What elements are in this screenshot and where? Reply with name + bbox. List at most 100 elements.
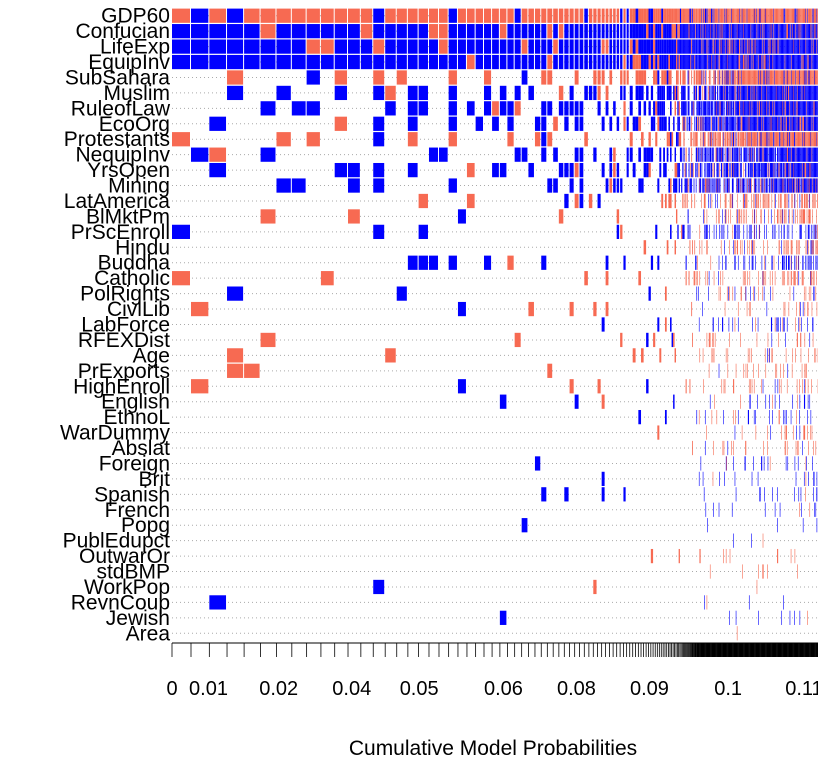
model-cell [772,70,773,85]
model-cell [801,162,803,178]
model-cell [781,116,783,131]
model-cell [569,162,574,178]
model-cell [769,456,771,471]
model-cell [541,24,547,39]
model-cell [648,132,651,147]
model-cell [788,54,789,70]
model-cell [810,178,812,193]
model-cell [775,132,776,147]
model-cell [708,8,709,23]
model-cell [816,147,818,162]
model-cell [778,85,779,101]
model-cell [664,8,667,23]
model-cell [701,240,703,255]
model-cell [817,224,818,239]
model-cell [689,379,691,394]
model-cell [751,471,753,487]
model-cell [792,70,794,85]
model-cell [334,116,348,131]
model-cell [707,178,708,193]
model-cell [749,147,751,162]
model-cell [777,8,779,23]
model-cell [725,24,726,39]
model-cell [772,24,773,39]
model-cell [705,116,707,131]
model-cell [750,147,751,162]
model-cell [763,24,764,39]
model-cell [725,54,727,70]
model-cell [663,116,665,131]
model-cell [707,162,709,178]
model-cell [764,24,765,39]
model-cell [712,8,714,23]
model-cell [777,85,779,101]
model-cell [715,24,717,39]
model-cell [764,147,765,162]
model-cell [720,101,722,116]
model-cell [801,54,803,70]
model-cell [779,116,780,131]
model-cell [808,24,810,39]
model-cell [788,193,790,209]
model-cell [799,8,801,23]
model-cell [684,178,686,193]
model-cell [767,85,769,101]
model-cell [712,332,713,348]
model-cell [707,54,708,70]
model-cell [814,54,816,70]
model-cell [705,24,707,39]
model-cell [698,39,699,54]
model-cell [797,70,798,85]
model-cell [697,8,699,23]
model-cell [683,39,685,54]
model-cell [675,54,678,70]
model-cell [678,178,680,193]
model-cell [717,54,718,70]
model-cell [707,8,709,23]
model-cell [786,410,787,425]
model-cell [773,39,774,54]
model-cell [763,240,764,255]
model-cell [466,39,475,54]
model-cell [773,132,775,147]
model-cell [751,348,752,363]
model-cell [650,54,654,70]
model-cell [794,116,795,131]
model-cell [702,24,703,39]
model-cell [749,162,751,178]
model-cell [781,132,783,147]
model-cell [780,363,781,378]
model-cell [797,332,798,348]
model-cell [484,255,492,270]
model-cell [785,24,787,39]
model-cell [780,54,781,70]
model-cell [750,178,751,193]
model-cell [674,54,676,70]
model-cell [734,85,736,101]
model-cell [697,116,699,131]
model-cell [569,54,574,70]
model-cell [772,70,774,85]
model-cell [790,70,791,85]
model-cell [694,271,696,286]
model-cell [807,240,808,255]
model-cell [731,162,732,178]
model-cell [334,85,348,101]
model-cell [754,116,756,131]
model-cell [709,224,710,239]
model-cell [597,379,601,394]
model-cell [765,271,767,286]
model-cell [448,85,457,101]
model-cell [777,101,779,116]
model-cell [704,178,706,193]
model-cell [760,132,762,147]
model-cell [809,193,811,209]
model-cell [677,116,679,131]
model-cell [770,85,772,101]
model-cell [762,193,764,209]
model-cell [770,116,772,131]
model-cell [719,147,720,162]
model-cell [789,85,790,101]
model-cell [754,147,756,162]
model-cell [777,162,779,178]
